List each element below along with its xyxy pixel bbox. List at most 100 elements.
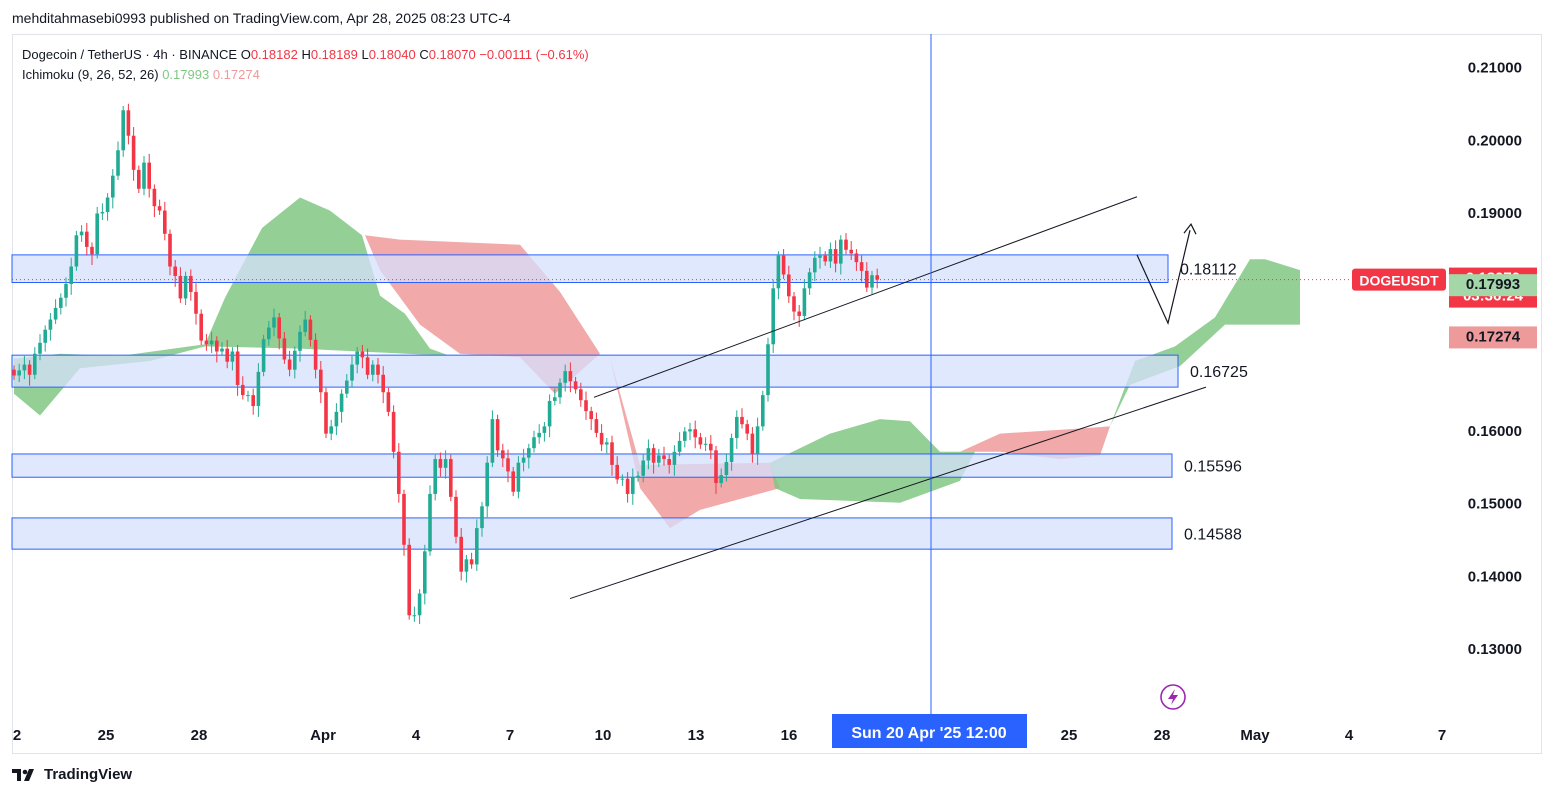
indicator-name[interactable]: Ichimoku (9, 26, 52, 26)	[22, 67, 159, 82]
candle-body	[485, 462, 489, 507]
candle-body	[870, 275, 874, 288]
candle-body	[147, 162, 151, 189]
candle-body	[69, 266, 73, 284]
candle-body	[449, 459, 453, 497]
candle-body	[220, 348, 224, 352]
crosshair-date-bg	[832, 714, 1027, 748]
candle-body	[95, 213, 99, 255]
candle-body	[714, 450, 718, 484]
span-b-badge: 0.17274	[1449, 326, 1537, 349]
candle-body	[433, 459, 437, 494]
candle-body	[168, 233, 172, 267]
flash-icon-ring	[1160, 684, 1186, 710]
candle-body	[740, 416, 744, 425]
close-value: 0.18070	[428, 47, 476, 62]
candle-body	[662, 455, 666, 460]
candle-body	[688, 429, 692, 432]
candle-body	[438, 459, 443, 468]
ichimoku-cloud-bull-3	[1110, 259, 1300, 427]
candle-body	[27, 364, 32, 375]
x-tick-label: 16	[781, 727, 798, 744]
tradingview-logo[interactable]: TradingView	[12, 766, 132, 783]
candle-body	[667, 459, 671, 465]
candle-body	[298, 331, 302, 351]
candle-body	[43, 329, 47, 343]
candle-body	[553, 397, 557, 401]
candle-body	[698, 437, 703, 445]
support-zone	[11, 354, 1179, 388]
candle-body	[199, 313, 203, 341]
candle-body	[48, 319, 53, 330]
candle-body	[215, 340, 219, 352]
x-tick-label: 25	[1061, 727, 1078, 744]
candle-body	[792, 296, 796, 312]
x-tick-label: 13	[688, 727, 705, 744]
candle-body	[417, 593, 422, 616]
span-a-value: 0.17993	[162, 67, 210, 82]
candle-body	[651, 448, 656, 463]
candle-body	[844, 239, 848, 250]
candle-body	[287, 359, 292, 370]
y-tick-label: 0.21000	[1468, 60, 1522, 77]
x-tick-label: Apr	[310, 727, 336, 744]
candle-body	[126, 110, 131, 136]
candle-body	[423, 551, 427, 594]
candle-body	[105, 197, 110, 213]
candle-body	[724, 461, 729, 476]
candle-body	[610, 442, 614, 465]
candle-body	[563, 371, 567, 383]
candle-body	[381, 374, 385, 393]
candle-body	[189, 275, 193, 292]
candle-body	[532, 437, 536, 449]
symbol-info[interactable]: Dogecoin / TetherUS · 4h · BINANCE	[22, 47, 238, 62]
candle-body	[620, 478, 625, 480]
candle-body	[766, 344, 770, 396]
x-tick-label: 25	[98, 727, 115, 744]
crosshair-date-label: Sun 20 Apr '25 12:00	[832, 714, 1027, 748]
candle-body	[402, 493, 406, 545]
candle-body	[339, 393, 344, 412]
candle-body	[584, 400, 588, 412]
publisher-line: mehditahmasebi0993 published on TradingV…	[12, 10, 511, 26]
y-tick-label: 0.14000	[1468, 568, 1522, 585]
candle-body	[636, 475, 640, 478]
candle-body	[568, 371, 573, 382]
x-tick-label: 10	[595, 727, 612, 744]
candle-body	[579, 389, 583, 401]
support-zone	[11, 517, 1173, 550]
span-a-badge-text: 0.17993	[1466, 276, 1520, 293]
zone-label: 0.18112	[1180, 262, 1237, 279]
candle-body	[599, 432, 604, 445]
y-tick-label: 0.19000	[1468, 205, 1522, 222]
zone-label: 0.15596	[1184, 459, 1242, 476]
zone-label: 0.16725	[1190, 364, 1248, 381]
candle-body	[506, 458, 510, 472]
candle-body	[750, 433, 755, 454]
tradingview-logo-icon	[12, 768, 34, 781]
candle-body	[204, 340, 209, 345]
candle-body	[157, 206, 162, 211]
y-tick-label: 0.16000	[1468, 423, 1522, 440]
candle-body	[152, 188, 157, 207]
candle-body	[17, 370, 21, 376]
span-b-value: 0.17274	[212, 67, 260, 82]
candle-body	[173, 266, 177, 276]
candle-body	[142, 162, 146, 189]
candle-body	[282, 338, 287, 360]
candle-body	[469, 559, 474, 565]
ichimoku-cloud-bear-3	[960, 426, 1110, 460]
candle-body	[12, 369, 16, 376]
symbol-tag-bg	[1352, 268, 1446, 291]
candle-body	[355, 351, 359, 365]
candle-body	[672, 451, 677, 465]
candle-body	[605, 442, 609, 445]
candle-body	[412, 615, 417, 617]
ichimoku-cloud-bear-2	[610, 357, 780, 529]
chart-panel[interactable]	[12, 34, 1542, 754]
candle-body	[709, 443, 713, 451]
candle-body	[797, 311, 801, 316]
candle-body	[776, 255, 781, 289]
candle-body	[589, 411, 593, 420]
candle-body	[209, 340, 214, 345]
